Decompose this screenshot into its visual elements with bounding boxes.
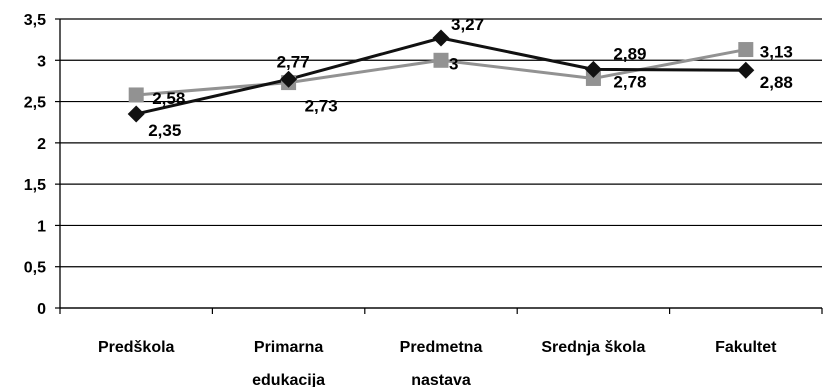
x-tick-label: Primarna edukacija <box>252 339 325 387</box>
y-tick-label: 0,5 <box>24 260 46 277</box>
series-marker-square <box>585 70 601 86</box>
series-marker-diamond <box>127 105 145 123</box>
x-tick-label: Predškola <box>98 339 175 356</box>
y-tick-label: 3 <box>37 53 46 70</box>
series-line <box>135 36 746 116</box>
x-tick-label: Predmetna nastava <box>400 339 483 387</box>
series-marker-diamond <box>432 29 450 47</box>
data-label: 2,73 <box>305 97 338 116</box>
y-tick-label: 2,5 <box>24 95 46 112</box>
x-tick-label: Srednja škola <box>541 339 645 356</box>
y-tick-label: 3,5 <box>24 12 46 29</box>
y-tick-label: 2 <box>37 136 46 153</box>
series-marker-diamond <box>280 70 298 88</box>
data-label: 3 <box>449 54 458 73</box>
x-tick-label-line: Predškola <box>98 339 175 356</box>
y-tick-label: 0 <box>37 301 46 318</box>
data-label: 2,89 <box>613 44 646 63</box>
series-marker-square <box>433 52 449 68</box>
data-label: 2,88 <box>760 73 793 92</box>
series-marker-diamond <box>737 61 755 79</box>
x-tick-label-line: Fakultet <box>715 339 777 356</box>
x-tick-label-line: Primarna <box>254 339 323 356</box>
y-tick-label: 1,5 <box>24 177 46 194</box>
x-tick-label: Fakultet <box>715 339 777 356</box>
series-marker-square <box>128 87 144 103</box>
series-marker-square <box>738 42 754 58</box>
x-tick-label-line: Srednja škola <box>541 339 645 356</box>
data-label: 2,58 <box>152 89 185 108</box>
series-marker-diamond <box>584 60 602 78</box>
data-label: 3,13 <box>760 43 793 62</box>
x-tick-label-line: edukacija <box>252 372 325 387</box>
data-label: 3,27 <box>451 15 484 34</box>
data-label: 2,35 <box>148 121 181 140</box>
x-tick-label-line: nastava <box>411 372 471 387</box>
y-tick-label: 1 <box>37 218 46 235</box>
data-label: 2,77 <box>277 52 310 71</box>
data-label: 2,78 <box>613 72 646 91</box>
x-tick-label-line: Predmetna <box>400 339 483 356</box>
